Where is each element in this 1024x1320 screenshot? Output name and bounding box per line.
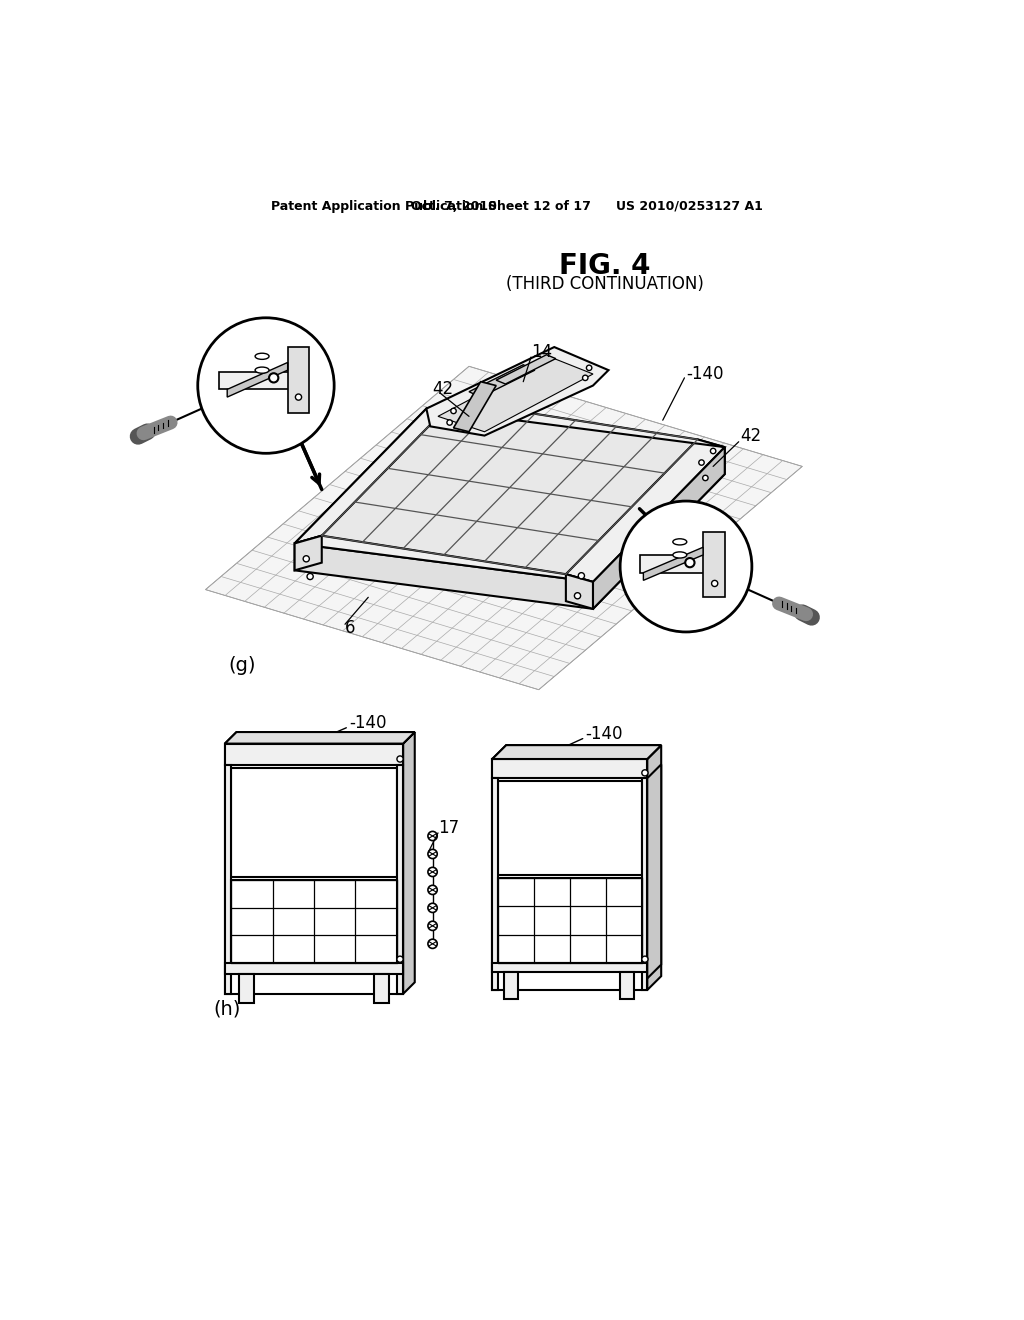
Text: Patent Application Publication: Patent Application Publication: [271, 199, 483, 213]
Polygon shape: [295, 409, 725, 582]
Polygon shape: [438, 358, 593, 432]
Text: -140: -140: [686, 366, 724, 383]
Text: (h): (h): [213, 999, 241, 1019]
Polygon shape: [504, 973, 518, 999]
Text: Oct. 7, 2010: Oct. 7, 2010: [411, 199, 497, 213]
Circle shape: [446, 420, 453, 425]
Polygon shape: [239, 974, 254, 1003]
Ellipse shape: [673, 552, 687, 558]
Polygon shape: [593, 447, 725, 609]
Polygon shape: [397, 766, 403, 994]
Polygon shape: [322, 401, 697, 574]
Circle shape: [712, 581, 718, 586]
Circle shape: [711, 449, 716, 454]
Circle shape: [428, 886, 437, 895]
Polygon shape: [593, 447, 725, 609]
Polygon shape: [225, 743, 403, 994]
Polygon shape: [225, 766, 231, 994]
Polygon shape: [493, 759, 647, 779]
Polygon shape: [295, 536, 593, 582]
Polygon shape: [493, 779, 498, 990]
Text: US 2010/0253127 A1: US 2010/0253127 A1: [616, 199, 763, 213]
Polygon shape: [295, 544, 593, 609]
Polygon shape: [493, 964, 647, 973]
Circle shape: [428, 849, 437, 858]
Polygon shape: [498, 878, 642, 964]
Circle shape: [428, 940, 437, 948]
Polygon shape: [219, 372, 305, 389]
Text: (THIRD CONTINUATION): (THIRD CONTINUATION): [506, 275, 703, 293]
Circle shape: [587, 366, 592, 371]
Circle shape: [295, 393, 302, 400]
Text: -140: -140: [586, 726, 623, 743]
Circle shape: [642, 956, 648, 962]
Circle shape: [685, 558, 694, 568]
Ellipse shape: [255, 354, 269, 359]
Circle shape: [303, 556, 309, 562]
Circle shape: [428, 832, 437, 841]
Circle shape: [574, 593, 581, 599]
Polygon shape: [225, 733, 415, 743]
Circle shape: [397, 956, 403, 962]
Circle shape: [698, 459, 705, 465]
Circle shape: [642, 770, 648, 776]
Polygon shape: [225, 964, 403, 974]
Text: 17: 17: [438, 820, 459, 837]
Polygon shape: [295, 536, 322, 570]
Circle shape: [269, 374, 279, 383]
Polygon shape: [566, 574, 593, 609]
Polygon shape: [231, 768, 397, 876]
Polygon shape: [227, 363, 288, 397]
Circle shape: [198, 318, 334, 453]
Circle shape: [428, 903, 437, 912]
Ellipse shape: [255, 367, 269, 374]
Circle shape: [428, 921, 437, 931]
Polygon shape: [493, 744, 662, 759]
Polygon shape: [647, 744, 662, 990]
Text: FIG. 4: FIG. 4: [559, 252, 650, 280]
Polygon shape: [469, 364, 535, 397]
Polygon shape: [231, 880, 397, 964]
Polygon shape: [493, 744, 662, 759]
Text: (g): (g): [228, 656, 256, 675]
Circle shape: [397, 756, 403, 762]
Polygon shape: [454, 381, 496, 432]
Circle shape: [579, 573, 585, 578]
Polygon shape: [640, 554, 721, 573]
Polygon shape: [225, 743, 403, 766]
Polygon shape: [566, 440, 725, 582]
Polygon shape: [295, 401, 454, 544]
Text: 42: 42: [432, 380, 454, 399]
Ellipse shape: [673, 539, 687, 545]
Polygon shape: [426, 401, 725, 447]
Polygon shape: [426, 347, 608, 436]
Polygon shape: [642, 779, 647, 990]
Polygon shape: [288, 347, 308, 412]
Polygon shape: [206, 367, 802, 689]
Text: 14: 14: [531, 343, 552, 362]
Text: -140: -140: [349, 714, 386, 731]
Polygon shape: [225, 733, 415, 743]
Polygon shape: [703, 532, 725, 597]
Polygon shape: [403, 733, 415, 994]
Circle shape: [702, 475, 708, 480]
Text: 42: 42: [740, 426, 762, 445]
Circle shape: [451, 408, 457, 413]
Circle shape: [307, 573, 313, 579]
Circle shape: [428, 867, 437, 876]
Polygon shape: [493, 759, 647, 990]
Text: 6: 6: [345, 619, 355, 638]
Circle shape: [621, 502, 752, 632]
Circle shape: [583, 375, 588, 380]
Polygon shape: [496, 355, 556, 384]
Text: Sheet 12 of 17: Sheet 12 of 17: [488, 199, 591, 213]
Polygon shape: [647, 764, 662, 978]
Polygon shape: [621, 973, 634, 999]
Polygon shape: [498, 781, 642, 874]
Polygon shape: [643, 548, 703, 581]
Polygon shape: [374, 974, 389, 1003]
